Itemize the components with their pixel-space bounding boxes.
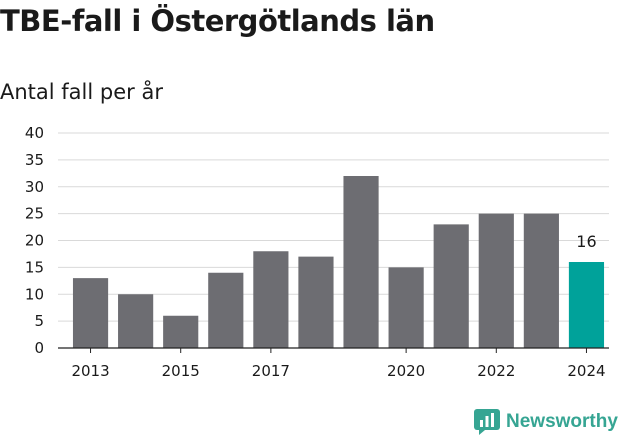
x-tick-label: 2015 <box>162 362 200 380</box>
y-tick-label: 15 <box>25 258 44 276</box>
y-tick-label: 5 <box>34 312 44 330</box>
bar <box>72 278 109 348</box>
y-tick-label: 40 <box>25 124 44 142</box>
bar <box>523 213 559 348</box>
bar <box>343 176 379 348</box>
brand-name: Newsworthy <box>506 411 618 432</box>
bar <box>388 267 424 348</box>
y-tick-label: 10 <box>25 285 44 303</box>
bar <box>433 224 469 348</box>
x-tick-label: 2022 <box>477 362 515 380</box>
x-tick-label: 2013 <box>71 362 109 380</box>
bar <box>208 272 244 348</box>
data-label: 16 <box>576 232 596 251</box>
y-tick-label: 20 <box>25 232 44 250</box>
bar <box>478 213 514 348</box>
x-tick-label: 2020 <box>387 362 425 380</box>
y-tick-label: 25 <box>25 205 44 223</box>
x-tick-label: 2017 <box>252 362 290 380</box>
chart-subtitle: Antal fall per år <box>0 80 163 104</box>
y-tick-label: 0 <box>34 339 44 357</box>
newsworthy-logo-icon <box>474 409 500 435</box>
bar <box>118 294 154 348</box>
y-tick-label: 30 <box>25 178 44 196</box>
y-tick-label: 35 <box>25 151 44 169</box>
bar <box>253 251 289 348</box>
x-tick-label: 2024 <box>567 362 605 380</box>
bar <box>163 315 199 348</box>
bar <box>298 256 334 348</box>
bar <box>568 262 605 348</box>
brand[interactable]: Newsworthy <box>474 407 618 437</box>
chart-title: TBE-fall i Östergötlands län <box>0 4 435 38</box>
